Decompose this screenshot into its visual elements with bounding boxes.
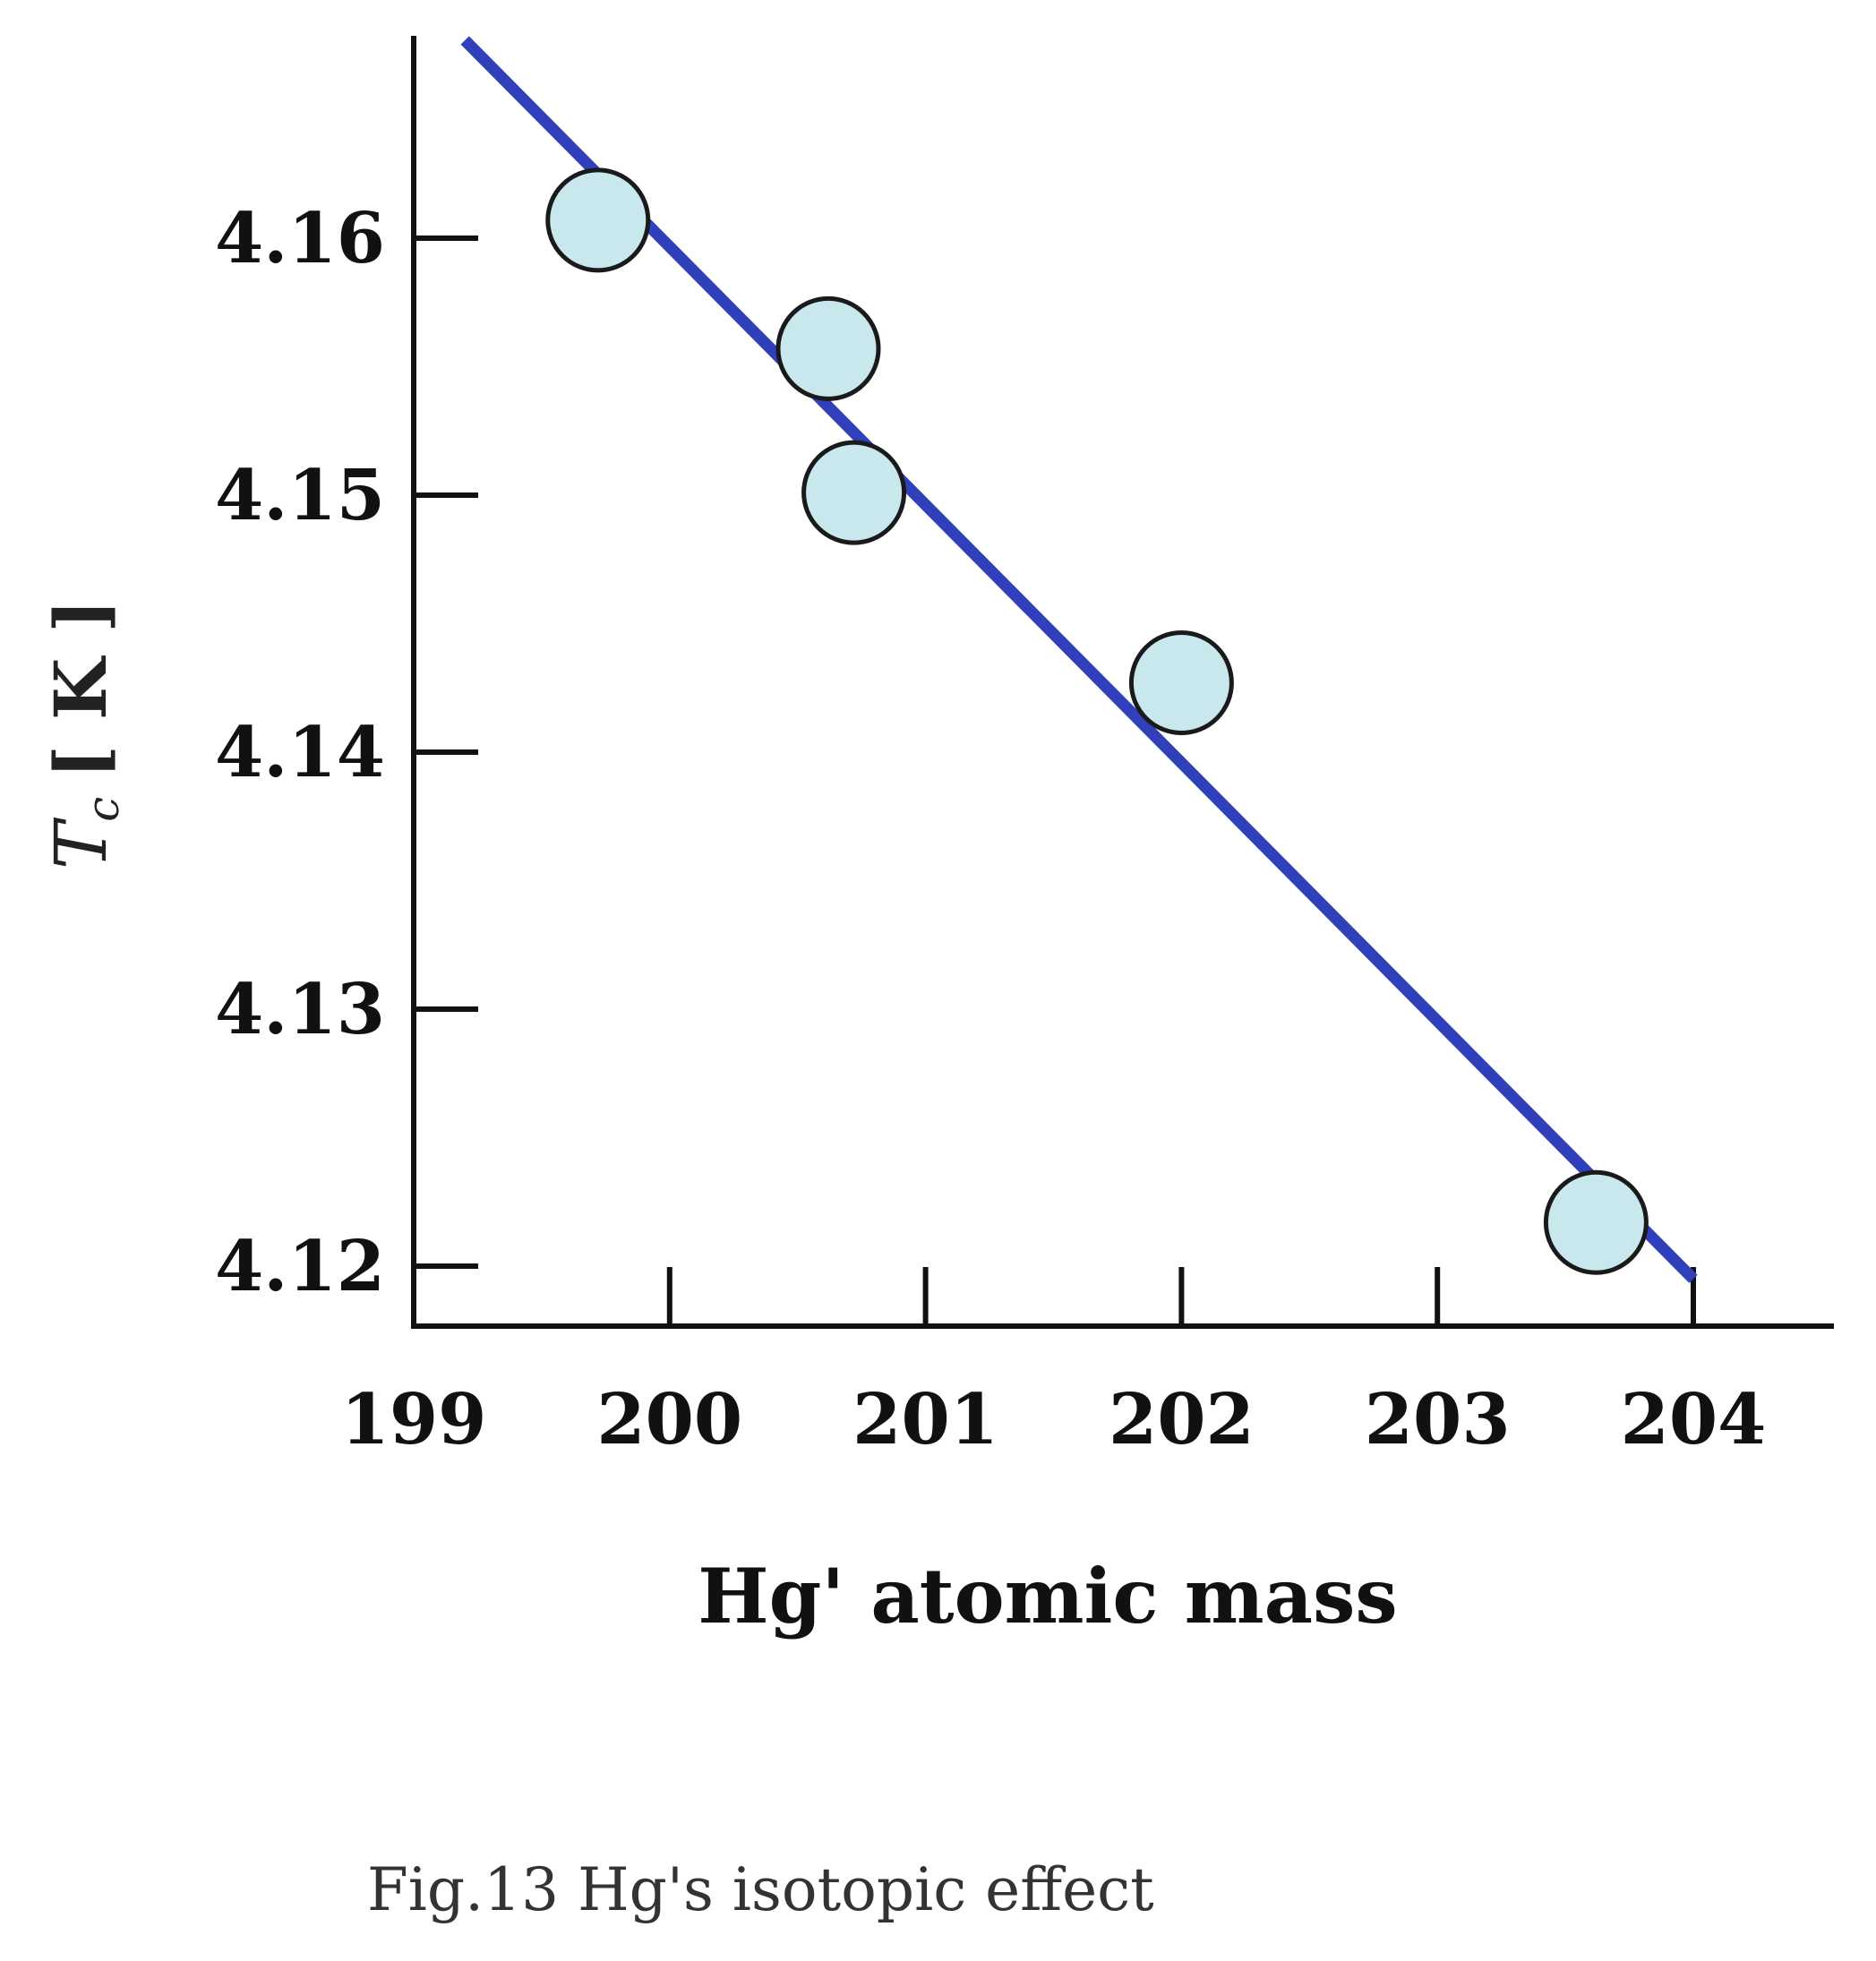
fit-line-group	[460, 36, 1698, 1283]
y-axis-title: Tc [ K ]	[39, 599, 129, 869]
data-point	[1128, 630, 1234, 736]
data-point	[1543, 1169, 1649, 1275]
y-axis-title-main: T	[39, 817, 123, 869]
y-tick-label: 4.16	[215, 198, 385, 279]
x-axis-ticks: 199 200 201 202 203 204	[341, 1267, 1767, 1460]
data-points	[545, 167, 1649, 1275]
y-tick-label: 4.15	[215, 455, 385, 536]
x-tick-label: 204	[1621, 1379, 1767, 1460]
data-point	[801, 440, 907, 545]
x-tick-label: 202	[1109, 1379, 1255, 1460]
axes	[411, 36, 1834, 1329]
y-axis-title-sub: c	[77, 797, 129, 822]
data-point	[545, 167, 651, 273]
y-tick-label: 4.13	[215, 969, 385, 1050]
figure-caption: Fig.13 Hg's isotopic effect	[367, 1855, 1154, 1924]
y-tick-label: 4.14	[215, 712, 385, 793]
data-point	[775, 295, 881, 401]
y-axis-title-unit: [ K ]	[39, 599, 123, 779]
y-tick-label: 4.12	[215, 1226, 385, 1307]
x-tick-label: 200	[596, 1379, 742, 1460]
x-tick-label: 201	[852, 1379, 998, 1460]
x-tick-label: 199	[341, 1379, 487, 1460]
y-axis-ticks: 4.12 4.13 4.14 4.15 4.16	[215, 198, 478, 1307]
x-axis-title: Hg' atomic mass	[698, 1552, 1397, 1640]
fit-line	[460, 36, 1698, 1283]
x-tick-label: 203	[1365, 1379, 1511, 1460]
svg-text:Tc[ K ]: Tc [ K ]	[39, 599, 129, 869]
